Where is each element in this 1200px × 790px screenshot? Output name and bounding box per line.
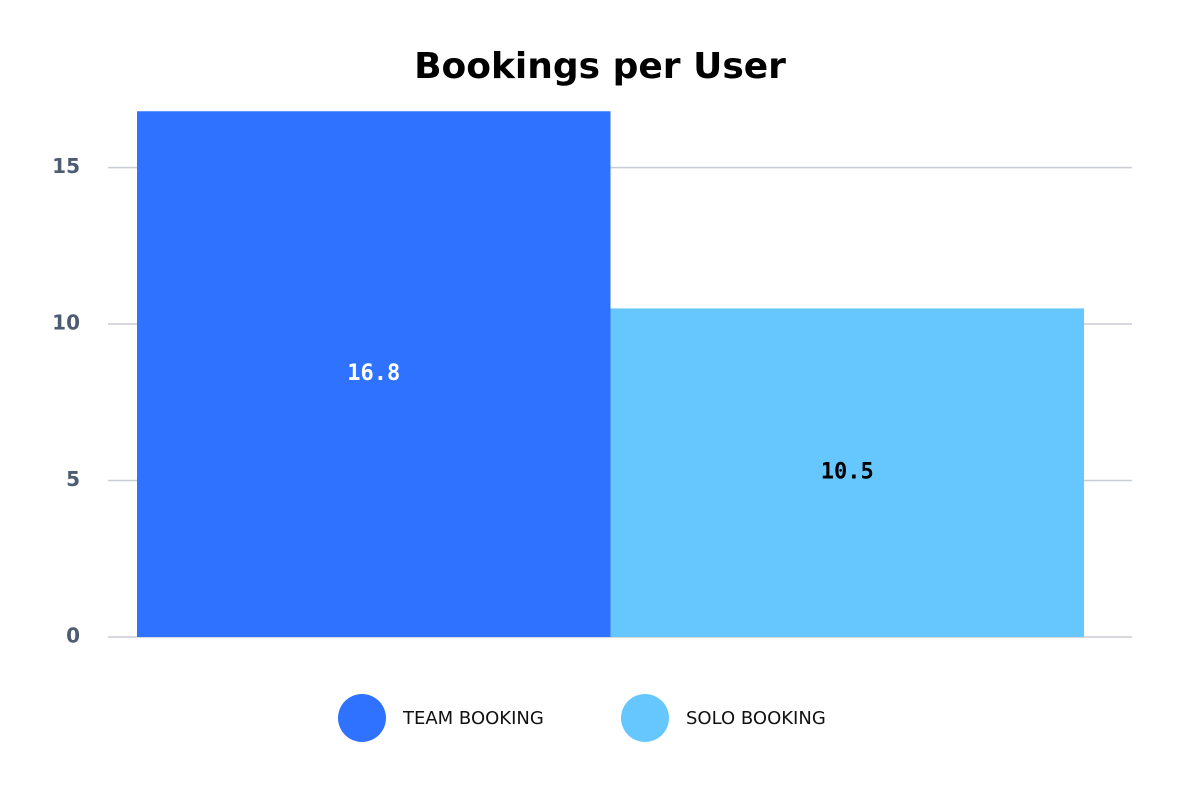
legend-label: TEAM BOOKING [402, 708, 544, 729]
legend-swatch [621, 694, 669, 742]
bar [137, 111, 611, 637]
data-label: 10.5 [821, 460, 874, 485]
legend-swatch [338, 694, 386, 742]
data-label: 16.8 [347, 361, 400, 386]
bar [610, 308, 1084, 637]
y-tick-label: 0 [66, 624, 80, 648]
y-tick-label: 10 [52, 311, 80, 335]
chart-title: Bookings per User [414, 46, 786, 87]
legend-label: SOLO BOOKING [686, 708, 826, 729]
y-tick-label: 5 [66, 467, 80, 491]
y-tick-label: 15 [52, 154, 80, 178]
